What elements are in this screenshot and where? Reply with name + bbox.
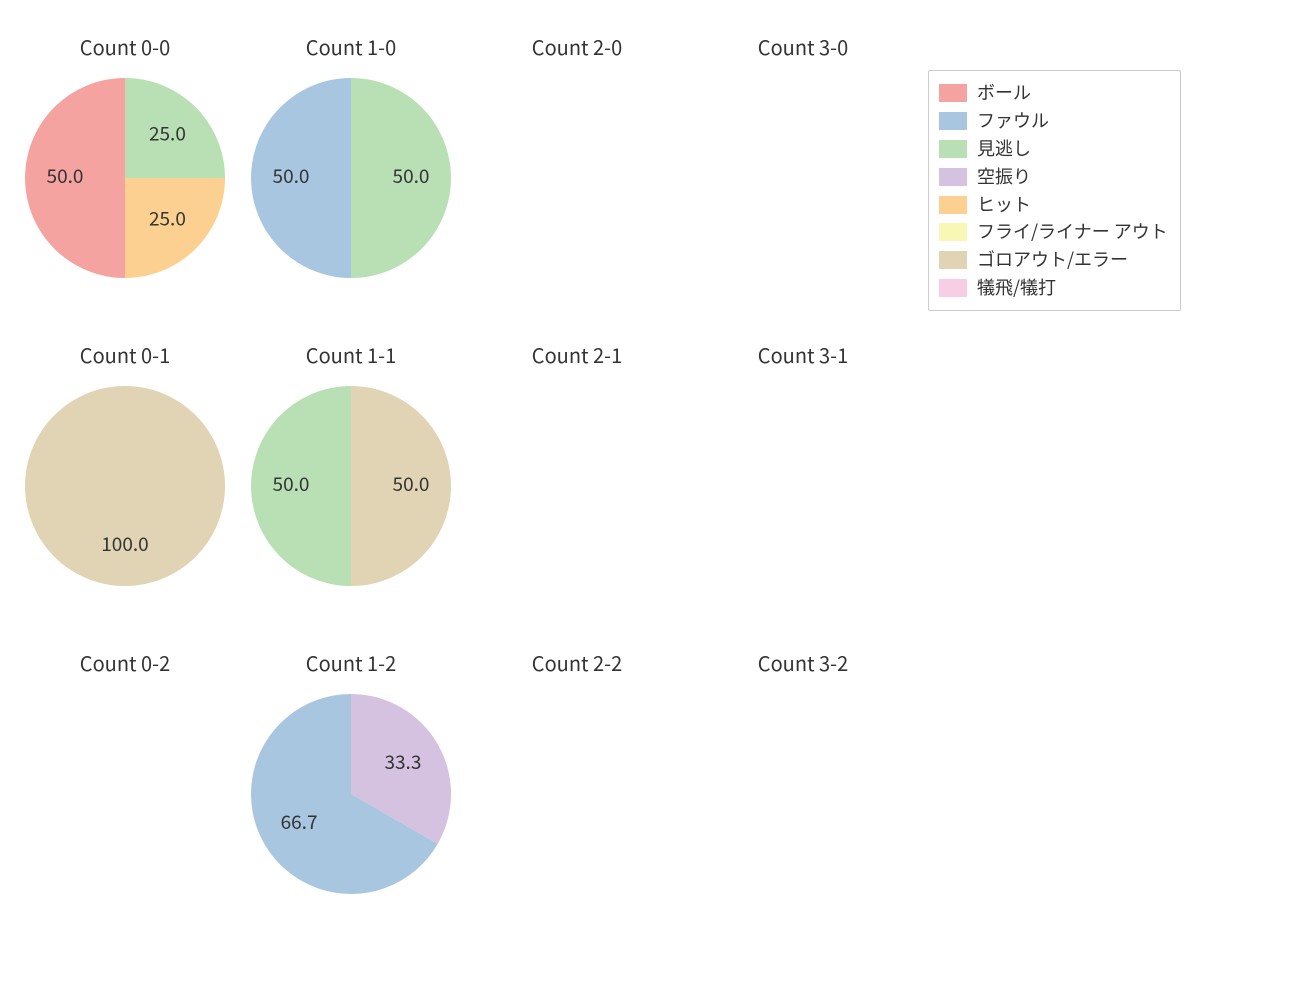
legend-item: ゴロアウト/エラー [939, 246, 1168, 274]
legend-swatch [939, 196, 967, 214]
pie-slice-label: 50.0 [273, 470, 310, 497]
legend-item: 空振り [939, 163, 1168, 191]
legend-item: 犠飛/犠打 [939, 274, 1168, 302]
legend-swatch [939, 112, 967, 130]
legend-label: フライ/ライナー アウト [977, 218, 1168, 246]
pie-slice-label: 100.0 [101, 530, 148, 557]
legend-label: ヒット [977, 191, 1031, 219]
pie-slice-label: 50.0 [47, 162, 84, 189]
pie-slice-label: 50.0 [393, 470, 430, 497]
legend-label: 見逃し [977, 135, 1031, 163]
legend-label: ファウル [977, 107, 1049, 135]
legend-label: 空振り [977, 163, 1031, 191]
legend-item: ボール [939, 79, 1168, 107]
pie-slice-label: 25.0 [149, 205, 186, 232]
legend-item: ファウル [939, 107, 1168, 135]
pie-Count-3-1 [663, 346, 943, 626]
pie-slice-label: 66.7 [281, 808, 318, 835]
legend-label: ボール [977, 79, 1031, 107]
legend-label: 犠飛/犠打 [977, 274, 1056, 302]
legend-swatch [939, 140, 967, 158]
legend-swatch [939, 223, 967, 241]
pie-Count-3-2 [663, 654, 943, 934]
legend-swatch [939, 84, 967, 102]
legend-item: フライ/ライナー アウト [939, 218, 1168, 246]
chart-stage: Count 0-050.025.025.0Count 1-050.050.0Co… [0, 0, 1300, 1000]
legend-swatch [939, 168, 967, 186]
pie-slice-label: 50.0 [393, 162, 430, 189]
legend-item: 見逃し [939, 135, 1168, 163]
pie-slice-label: 50.0 [273, 162, 310, 189]
legend: ボールファウル見逃し空振りヒットフライ/ライナー アウトゴロアウト/エラー犠飛/… [928, 70, 1181, 311]
pie-slice-label: 25.0 [149, 120, 186, 147]
pie-Count-3-0 [663, 38, 943, 318]
pie-slice-label: 33.3 [384, 748, 421, 775]
legend-swatch [939, 279, 967, 297]
legend-item: ヒット [939, 191, 1168, 219]
legend-label: ゴロアウト/エラー [977, 246, 1128, 274]
legend-swatch [939, 251, 967, 269]
